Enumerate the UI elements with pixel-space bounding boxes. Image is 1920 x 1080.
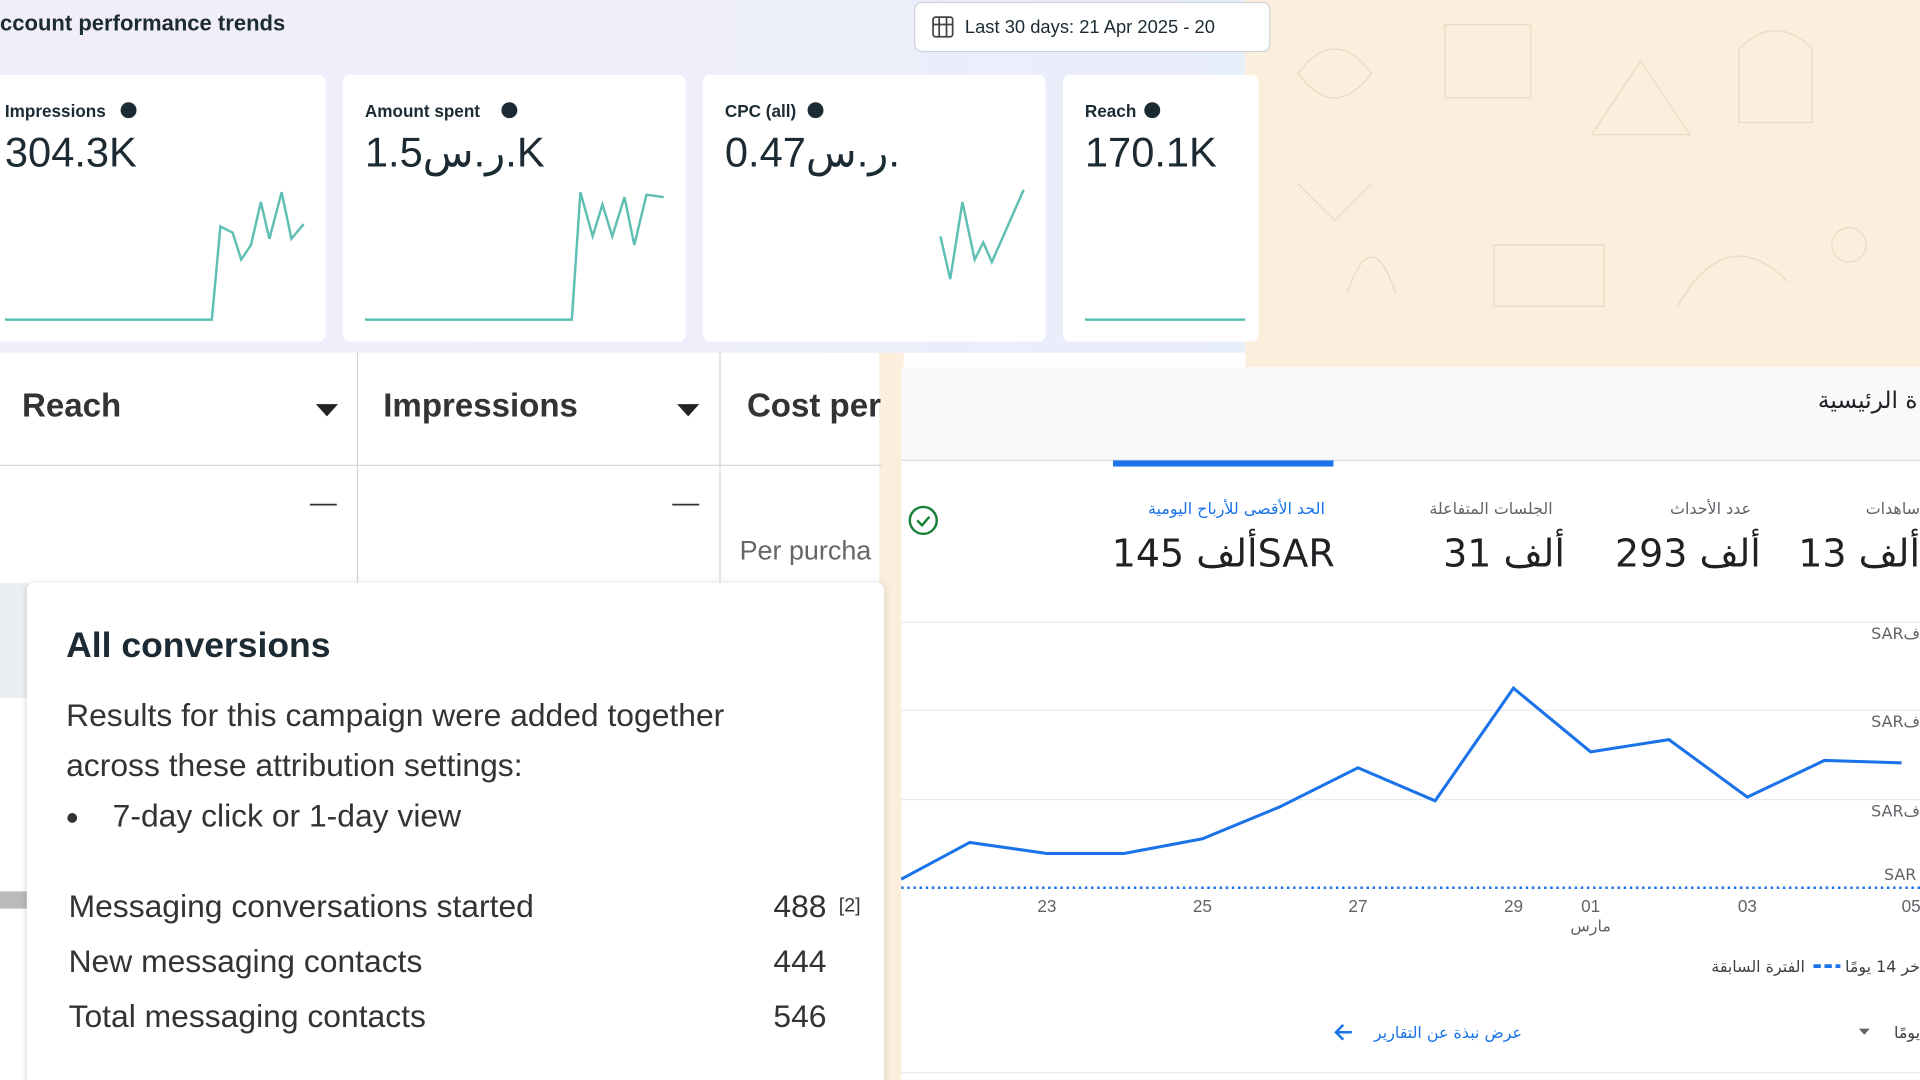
metric-label[interactable]: ساهدات	[1866, 499, 1920, 518]
y-label: SARف	[1871, 712, 1920, 731]
tooltip-text: Results for this campaign were added tog…	[66, 697, 725, 733]
metric-cards: Impressions Amount spent CPC (all) Reach…	[0, 74, 1259, 342]
card-value: 1.5ر.س.K	[365, 129, 545, 177]
card	[0, 74, 326, 342]
card-label: CPC (all)	[725, 101, 796, 121]
x-label: 27	[1348, 896, 1367, 916]
row-note: [2]	[839, 894, 861, 916]
legend-entry: الفترة السابقة	[1711, 957, 1805, 977]
row-label: Messaging conversations started	[69, 888, 534, 924]
metric-value: 293 ألف	[1615, 528, 1761, 575]
card-label: Amount spent	[365, 101, 480, 121]
range-dropdown[interactable]: يومًا	[1894, 1023, 1920, 1043]
column-header[interactable]: Cost per	[747, 387, 881, 424]
metric-label[interactable]: الحد الأقصى للأرباح اليومية	[1148, 499, 1325, 519]
pattern-doodles	[1297, 23, 1867, 307]
trend-line	[900, 685, 1902, 881]
y-label: SAR	[1884, 865, 1916, 884]
date-range: Last 30 days: 21 Apr 2025 - 20	[965, 16, 1215, 37]
tooltip-title: All conversions	[66, 625, 330, 665]
x-label: 23	[1037, 896, 1056, 916]
metric-label[interactable]: عدد الأحداث	[1670, 499, 1751, 518]
date-picker[interactable]	[914, 1, 1271, 53]
card-label: Reach	[1085, 101, 1136, 121]
header-title: ccount performance trends	[0, 10, 285, 35]
card	[702, 74, 1046, 342]
sparklines	[4, 189, 1246, 321]
card-value: 170.1K	[1085, 129, 1217, 176]
metric-value: 13 ألف	[1798, 528, 1920, 575]
reports-link[interactable]: عرض نبذة عن التقارير	[1373, 1023, 1522, 1043]
card-label: Impressions	[5, 101, 106, 121]
column-header[interactable]: Impressions	[383, 387, 578, 424]
card-value: 0.47ر.س.	[725, 129, 900, 177]
x-label: 29	[1504, 896, 1523, 916]
x-label: 03	[1738, 896, 1757, 916]
month-label: مارس	[1570, 916, 1610, 936]
row-value: 488	[773, 888, 826, 924]
card	[1062, 74, 1259, 342]
panel-title: ة الرئيسية	[1818, 387, 1918, 414]
row-label: Total messaging contacts	[69, 998, 426, 1034]
x-label: 25	[1193, 896, 1212, 916]
cell: —	[310, 488, 337, 518]
x-label: 01	[1581, 896, 1600, 916]
card-value: 304.3K	[5, 129, 137, 176]
legend-entry: خر 14 يومًا	[1845, 957, 1920, 977]
tooltip: All conversions Results for this campaig…	[26, 582, 885, 1080]
analytics-panel: ة الرئيسية الحد الأقصى للأرباح اليومية ا…	[900, 367, 1920, 1080]
y-label: SARف	[1871, 624, 1920, 643]
cell: —	[672, 488, 699, 518]
row-value: 546	[773, 998, 826, 1034]
metric-value: 31 ألف	[1443, 528, 1565, 575]
row-label: New messaging contacts	[69, 943, 423, 979]
table: Reach Impressions Cost per — — Per purch…	[0, 352, 882, 909]
row-value: 444	[773, 943, 826, 979]
tooltip-bullet: 7-day click or 1-day view	[113, 797, 462, 833]
cell: Per purcha	[740, 535, 872, 565]
pattern-background	[1245, 0, 1920, 368]
metric-value: 145 ألفSAR	[1112, 528, 1335, 575]
x-label: 05	[1902, 896, 1920, 916]
tooltip-text: across these attribution settings:	[66, 747, 522, 783]
y-label: SARف	[1871, 801, 1920, 820]
column-header[interactable]: Reach	[22, 387, 121, 424]
card	[342, 74, 686, 342]
metric-label[interactable]: الجلسات المتفاعلة	[1429, 499, 1552, 518]
